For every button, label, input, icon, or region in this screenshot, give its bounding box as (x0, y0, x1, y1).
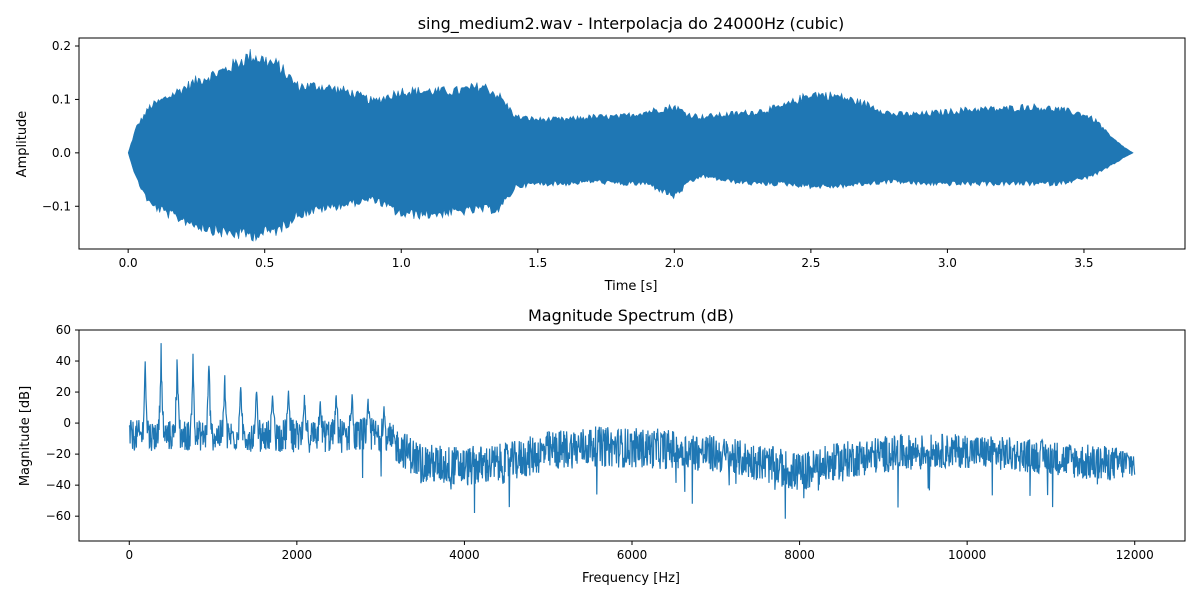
waveform-signal (127, 48, 1134, 242)
waveform-xtick-label: 0.5 (255, 256, 274, 270)
waveform-xtick-label: 2.0 (665, 256, 684, 270)
waveform-ytick-label: −0.1 (42, 199, 71, 213)
spectrum-axes: Magnitude Spectrum (dB) 0 2000 4000 6000 800… (18, 306, 1186, 586)
spectrum-y-ticks: −60 −40 −20 0 20 40 60 (46, 323, 79, 523)
spectrum-xtick-label: 2000 (282, 548, 313, 562)
waveform-xtick-label: 1.0 (392, 256, 411, 270)
waveform-ylabel: Amplitude (15, 111, 30, 178)
waveform-frame (78, 37, 1186, 250)
waveform-y-ticks: −0.1 0.0 0.1 0.2 (42, 39, 79, 213)
waveform-axes: sing_medium2.wav - Interpolacja do 24000… (15, 14, 1186, 294)
waveform-x-ticks: 0.0 0.5 1.0 1.5 2.0 2.5 3.0 3.5 (119, 249, 1094, 270)
waveform-xtick-label: 3.0 (938, 256, 957, 270)
waveform-xtick-label: 0.0 (119, 256, 138, 270)
waveform-title: sing_medium2.wav - Interpolacja do 24000… (418, 14, 845, 34)
waveform-xtick-label: 2.5 (801, 256, 820, 270)
spectrum-ytick-label: 60 (56, 323, 71, 337)
spectrum-xtick-label: 4000 (449, 548, 480, 562)
spectrum-xtick-label: 8000 (784, 548, 815, 562)
spectrum-title: Magnitude Spectrum (dB) (528, 306, 734, 325)
spectrum-xlabel: Frequency [Hz] (582, 571, 680, 586)
waveform-xtick-label: 3.5 (1074, 256, 1093, 270)
waveform-xlabel: Time [s] (604, 279, 658, 294)
waveform-plot (127, 48, 1134, 242)
spectrum-ylabel: Magnitude [dB] (18, 386, 33, 486)
spectrum-line (128, 343, 1136, 519)
waveform-xtick-label: 1.5 (528, 256, 547, 270)
spectrum-xtick-label: 12000 (1116, 548, 1154, 562)
waveform-ytick-label: 0.2 (52, 39, 71, 53)
spectrum-ytick-label: −20 (46, 447, 71, 461)
spectrum-ytick-label: −60 (46, 509, 71, 523)
spectrum-xtick-label: 10000 (948, 548, 986, 562)
waveform-ytick-label: 0.1 (52, 92, 71, 106)
spectrum-xtick-label: 6000 (617, 548, 648, 562)
spectrum-plot (128, 343, 1136, 519)
spectrum-ytick-label: 0 (63, 416, 71, 430)
spectrum-xtick-label: 0 (125, 548, 133, 562)
spectrum-ytick-label: 40 (56, 354, 71, 368)
waveform-ytick-label: 0.0 (52, 146, 71, 160)
spectrum-ytick-label: −40 (46, 478, 71, 492)
spectrum-ytick-label: 20 (56, 385, 71, 399)
spectrum-x-ticks: 0 2000 4000 6000 8000 10000 12000 (125, 541, 1154, 562)
